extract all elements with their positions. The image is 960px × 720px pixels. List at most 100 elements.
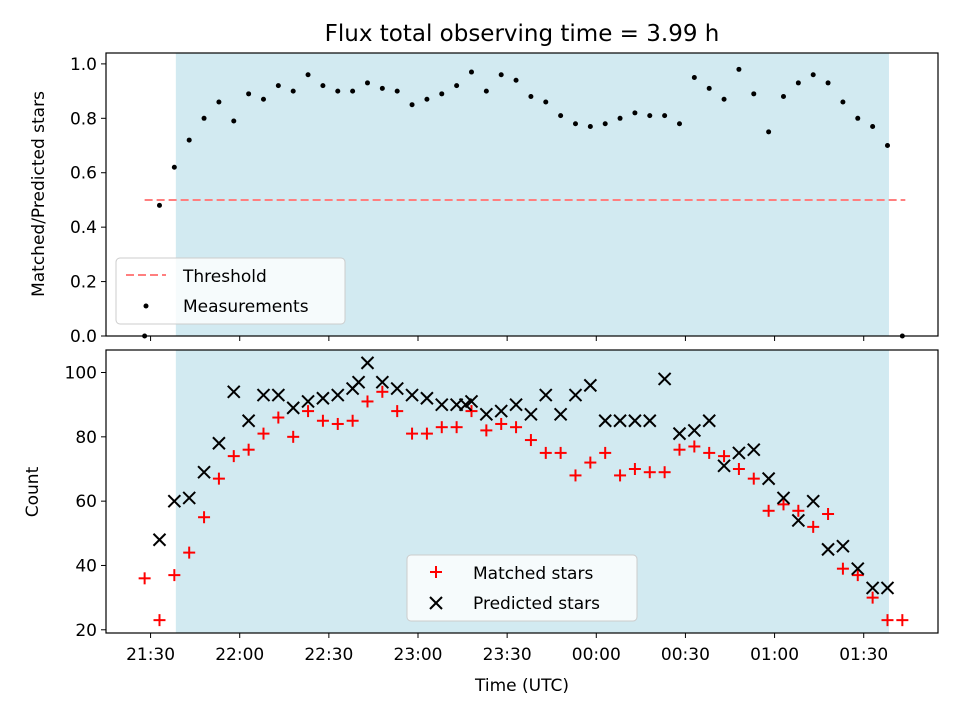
matched-stars-point: [138, 572, 151, 585]
predicted-stars-point: [331, 388, 345, 402]
legend-matched-label: Matched stars: [473, 564, 593, 584]
predicted-stars-point: [509, 397, 523, 412]
predicted-stars-point: [301, 394, 315, 409]
matched-stars-point: [302, 405, 315, 418]
measurement-point: [795, 80, 801, 86]
measurement-point: [870, 123, 876, 129]
matched-stars-point: [836, 562, 849, 575]
y-tick-label: 0.8: [70, 109, 97, 129]
predicted-stars-point: [212, 436, 226, 450]
measurement-point: [454, 83, 460, 89]
matched-stars-point: [168, 569, 181, 582]
predicted-stars-point: [821, 542, 835, 557]
matched-stars-point: [703, 446, 716, 459]
matched-stars-point: [376, 385, 389, 398]
measurements-legend-swatch: [143, 303, 149, 309]
matched-stars-point: [331, 417, 344, 430]
x-tick-label: 01:00: [750, 645, 799, 665]
x-axis-label: Time (UTC): [474, 676, 569, 696]
count-panel: 20 40 60 80 100 21:30 22:00 22:30 23:00 23:30 00:…: [23, 349, 939, 696]
measurement-point: [350, 88, 356, 94]
measurement-point: [706, 85, 712, 91]
matched-stars-point: [569, 469, 582, 482]
x-tick-label: 01:30: [839, 645, 888, 665]
measurement-point: [156, 202, 162, 208]
measurement-point: [780, 94, 786, 100]
measurement-point: [662, 113, 668, 119]
ratio-panel-y-axis: 0.0 0.2 0.4 0.6 0.8 1.0: [70, 55, 106, 347]
measurement-point: [558, 113, 564, 119]
y-tick-label: 0.4: [70, 218, 97, 238]
measurement-point: [617, 115, 623, 121]
measurement-point: [379, 85, 385, 91]
predicted-stars-point: [182, 491, 196, 505]
measurement-point: [721, 96, 727, 102]
predicted-stars-point: [271, 388, 286, 402]
measurement-point: [246, 91, 252, 97]
ratio-panel-frame: [105, 52, 939, 337]
predicted-stars-point: [316, 391, 330, 405]
matched-stars-point: [866, 591, 879, 604]
count-panel-frame: [105, 349, 939, 634]
matched-stars-point: [435, 421, 448, 434]
predicted-stars-point: [256, 388, 271, 402]
matched-stars-point: [539, 446, 552, 459]
y-tick-label: 1.0: [70, 55, 97, 75]
matched-stars-point: [316, 414, 329, 427]
x-tick-label: 00:30: [661, 645, 710, 665]
predicted-stars-point: [464, 394, 479, 409]
measurement-point: [840, 99, 846, 105]
matched-stars-point: [465, 405, 478, 418]
x-tick-label: 23:30: [483, 645, 532, 665]
measurement-point: [409, 102, 415, 108]
x-tick-label: 23:00: [394, 645, 443, 665]
ratio-panel-marks: [142, 66, 906, 339]
measurement-point: [855, 115, 861, 121]
predicted-stars-point: [479, 407, 494, 422]
predicted-legend-swatch: [429, 596, 443, 610]
measurement-point: [275, 83, 281, 89]
predicted-stars-point: [672, 426, 687, 441]
legend-measurements-label: Measurements: [183, 297, 309, 317]
matched-stars-point: [212, 472, 225, 485]
measurement-point: [201, 115, 207, 121]
predicted-stars-point: [390, 381, 404, 396]
measurement-point: [216, 99, 222, 105]
matched-stars-point: [732, 462, 745, 475]
measurement-point: [587, 123, 593, 129]
matched-stars-point: [747, 472, 760, 485]
matched-stars-point: [584, 456, 597, 469]
matched-stars-point: [450, 421, 463, 434]
matched-stars-point: [614, 469, 627, 482]
predicted-stars-point: [747, 442, 761, 457]
predicted-stars-point: [524, 407, 538, 422]
measurement-point: [602, 121, 608, 127]
predicted-stars-point: [687, 423, 702, 438]
measurement-point: [736, 66, 742, 72]
count-panel-marks: [138, 356, 909, 627]
matched-stars-point: [896, 614, 909, 627]
measurement-point: [751, 91, 757, 97]
predicted-stars-point: [717, 459, 731, 473]
predicted-stars-point: [167, 494, 182, 508]
matched-stars-point: [198, 511, 211, 524]
matched-stars-point: [718, 450, 731, 463]
matched-stars-point: [777, 498, 790, 511]
ratio-panel-x-ticks: [150, 336, 865, 341]
matched-stars-point: [688, 440, 701, 453]
y-tick-label: 0.6: [70, 164, 97, 184]
count-panel-y-label: Count: [23, 466, 43, 517]
measurement-point: [691, 74, 697, 80]
predicted-stars-point: [197, 465, 211, 479]
matched-stars-point: [420, 427, 433, 440]
predicted-stars-point: [351, 375, 366, 389]
measurement-point: [632, 110, 638, 116]
measurement-point: [231, 118, 237, 124]
measurement-point: [884, 143, 890, 149]
measurement-point: [260, 96, 266, 102]
predicted-stars-point: [152, 533, 167, 547]
matched-stars-point: [524, 434, 537, 447]
measurement-point: [364, 80, 370, 86]
ratio-panel-legend: Threshold Measurements: [115, 257, 346, 325]
